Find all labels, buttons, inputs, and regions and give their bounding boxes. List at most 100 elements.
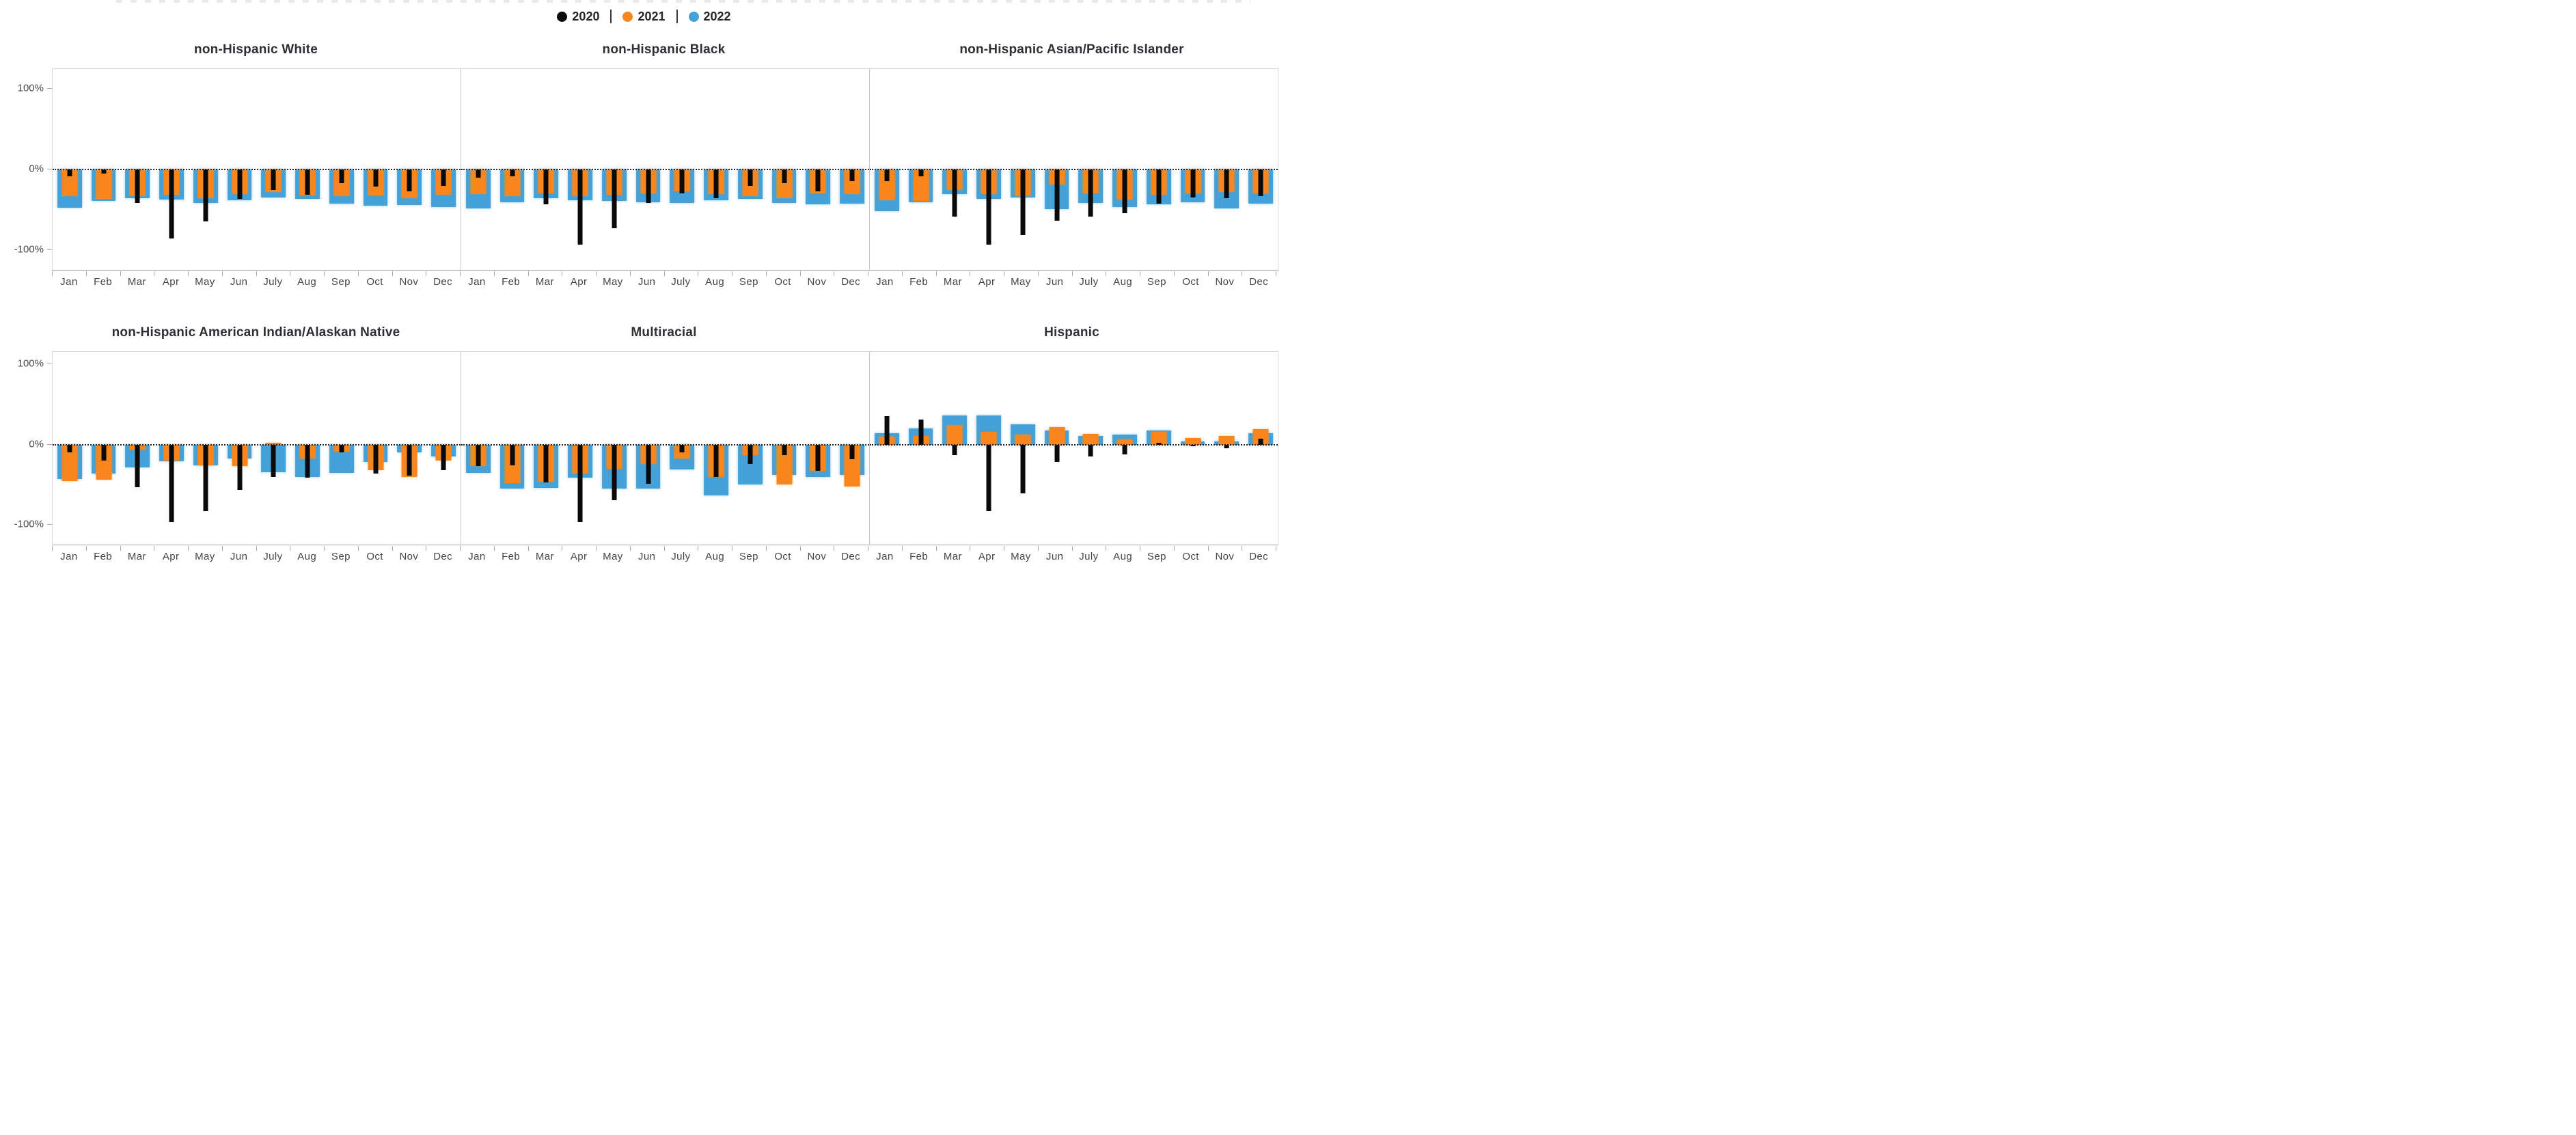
x-tick-mark <box>460 271 461 276</box>
bar-2021-jan <box>470 169 487 194</box>
bar-2020-feb <box>510 444 515 466</box>
x-tick-mark <box>527 546 529 551</box>
month-label-apr: Apr <box>570 551 588 562</box>
month-slot-mar <box>121 69 155 270</box>
month-label-mar: Mar <box>943 276 962 288</box>
small-multiples-chart: 2020 2021 2022 non-Hispanic White non-Hispa… <box>0 0 1288 567</box>
bar-2020-sep <box>748 169 753 186</box>
month-slot-july <box>257 352 291 545</box>
y-axis-1: 100% 0% -100% <box>0 68 52 271</box>
month-label-mar: Mar <box>127 551 146 562</box>
month-slot-oct <box>767 69 801 270</box>
month-slot-apr <box>154 69 189 270</box>
plot-row-1: 100% 0% -100% <box>0 68 1278 271</box>
x-axis-row-1: Jan Feb Mar Apr May Jun July Aug Sep Oct Nov Dec Jan… <box>0 271 1276 292</box>
month-slot-apr <box>563 352 597 545</box>
bar-2021-july <box>1082 434 1099 445</box>
month-label-oct: Oct <box>1182 551 1199 562</box>
month-label-feb: Feb <box>94 551 113 562</box>
x-tick-mark <box>1071 271 1073 276</box>
month-slot-dec <box>1244 69 1278 270</box>
bar-slots <box>461 352 869 545</box>
y-tick-mark <box>47 88 52 90</box>
month-label-aug: Aug <box>705 276 725 288</box>
month-slot-sep <box>1142 69 1176 270</box>
month-slot-oct <box>1176 69 1210 270</box>
y-tick-label: 100% <box>17 82 44 94</box>
month-label-mar: Mar <box>127 276 146 288</box>
month-label-nov: Nov <box>1215 551 1235 562</box>
month-labels: Jan Feb Mar Apr May Jun July Aug Sep Oct Nov Dec <box>868 276 1276 288</box>
month-slot-dec <box>426 352 461 545</box>
month-label-july: July <box>263 276 283 288</box>
month-slot-mar <box>938 69 972 270</box>
bar-2020-jan <box>67 169 72 176</box>
month-slot-nov <box>1210 352 1244 545</box>
title-gutter-spacer <box>0 42 52 57</box>
facet-panel-multiracial <box>461 351 869 545</box>
month-label-sep: Sep <box>739 276 758 288</box>
month-slot-may <box>597 352 631 545</box>
zero-gridline <box>461 443 869 446</box>
legend-separator <box>610 10 612 23</box>
month-slot-oct <box>359 352 393 545</box>
bar-2021-jun <box>1049 426 1065 445</box>
month-label-nov: Nov <box>399 551 419 562</box>
legend-label: 2022 <box>703 9 731 23</box>
month-slot-july <box>257 69 291 270</box>
x-tick-mark <box>765 546 767 551</box>
month-slot-nov <box>1210 69 1244 270</box>
bar-2020-mar <box>135 444 140 487</box>
month-slot-feb <box>495 69 530 270</box>
bar-2020-oct <box>373 444 379 474</box>
x-tick-mark <box>493 271 495 276</box>
bar-2020-aug <box>305 169 310 195</box>
x-tick-mark <box>935 546 937 551</box>
month-labels: Jan Feb Mar Apr May Jun July Aug Sep Oct Nov Dec <box>460 276 868 288</box>
month-slot-july <box>1074 352 1108 545</box>
x-tick-mark <box>799 271 801 276</box>
x-tick-mark <box>221 271 223 276</box>
legend-dot-icon <box>688 11 699 22</box>
month-label-july: July <box>671 551 691 562</box>
bar-2021-jan <box>61 169 78 197</box>
month-slot-oct <box>1176 352 1210 545</box>
month-slot-july <box>666 352 700 545</box>
facet-title-non-hispanic-american-indian-alaskan-native: non-Hispanic American Indian/Alaskan Nat… <box>111 325 400 340</box>
bar-2021-dec <box>844 444 860 487</box>
facet-title-non-hispanic-white: non-Hispanic White <box>194 42 318 57</box>
bar-2020-oct <box>782 444 787 455</box>
month-label-sep: Sep <box>739 551 758 562</box>
month-slot-sep <box>1142 352 1176 545</box>
x-tick-mark <box>52 271 53 276</box>
bar-2020-oct <box>782 169 787 184</box>
month-label-mar: Mar <box>535 276 554 288</box>
month-label-aug: Aug <box>1113 276 1133 288</box>
bar-2020-mar <box>543 444 549 482</box>
x-tick-mark <box>629 271 631 276</box>
bar-2020-aug <box>1122 444 1127 454</box>
month-label-nov: Nov <box>807 551 827 562</box>
bar-2020-may <box>203 444 208 512</box>
x-tick-mark <box>765 271 767 276</box>
bar-2020-dec <box>849 169 855 181</box>
month-label-nov: Nov <box>1215 276 1235 288</box>
bar-2020-july <box>271 444 276 477</box>
bar-2021-jan <box>61 444 78 481</box>
facet-title-hispanic: Hispanic <box>1044 325 1099 340</box>
x-tick-mark <box>663 271 665 276</box>
bar-2020-nov <box>1224 169 1229 198</box>
month-slot-may <box>1006 352 1040 545</box>
bar-2020-apr <box>169 169 174 238</box>
y-tick-label: -100% <box>14 243 44 256</box>
bar-2020-oct <box>1190 444 1196 446</box>
x-tick-mark <box>1037 271 1039 276</box>
bar-2020-jan <box>476 444 481 467</box>
bar-2020-nov <box>407 169 412 192</box>
month-label-july: July <box>1079 551 1099 562</box>
x-tick-mark <box>188 546 189 551</box>
month-label-oct: Oct <box>774 551 791 562</box>
bar-2020-sep <box>1156 169 1162 204</box>
month-slot-jan <box>461 69 495 270</box>
month-slot-jun <box>223 69 257 270</box>
